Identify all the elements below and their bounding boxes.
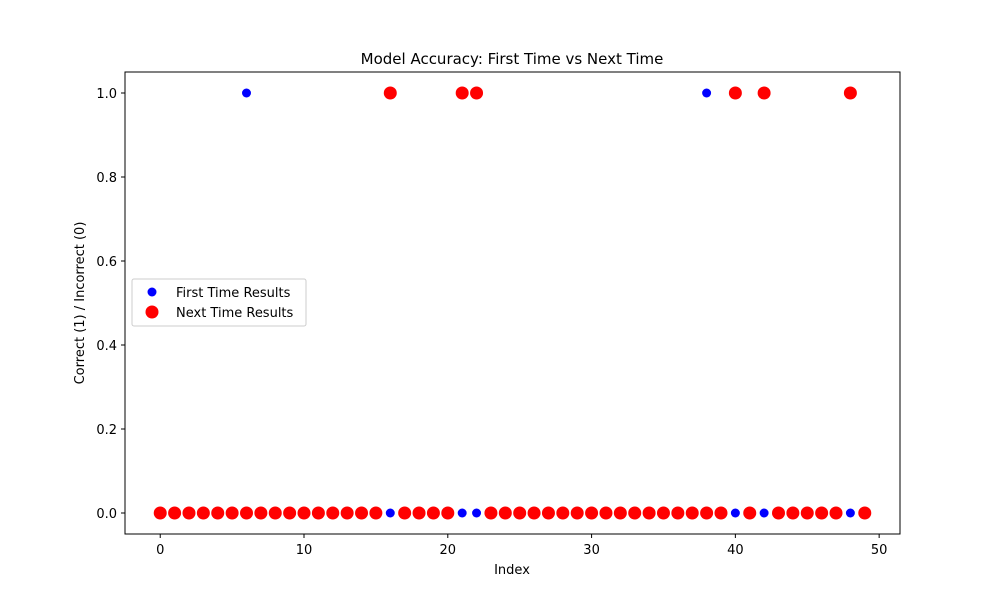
next-time-point — [714, 506, 728, 520]
x-tick-label: 40 — [727, 543, 744, 558]
next-time-point — [671, 506, 685, 520]
next-time-point — [728, 86, 742, 100]
next-time-point — [642, 506, 656, 520]
next-time-point — [513, 506, 527, 520]
next-time-point — [757, 86, 771, 100]
next-time-point — [843, 86, 857, 100]
first-time-point — [385, 508, 395, 518]
next-time-point — [700, 506, 714, 520]
next-time-point — [182, 506, 196, 520]
next-time-point — [196, 506, 210, 520]
first-time-point — [242, 88, 251, 98]
legend: First Time Results Next Time Results — [131, 278, 307, 327]
next-time-point — [326, 506, 340, 520]
x-tick-label: 20 — [440, 543, 457, 558]
chart-title: Model Accuracy: First Time vs Next Time — [361, 50, 664, 68]
next-time-point — [470, 86, 484, 100]
legend-label-next-time: Next Time Results — [176, 306, 294, 321]
next-time-point — [815, 506, 829, 520]
legend-marker-next-time — [145, 305, 159, 319]
next-time-point — [498, 506, 512, 520]
next-time-point — [585, 506, 599, 520]
x-tick-label: 50 — [871, 543, 888, 558]
next-time-point — [225, 506, 239, 520]
next-time-point — [800, 506, 814, 520]
data-points — [153, 86, 872, 520]
next-time-point — [369, 506, 383, 520]
next-time-point — [556, 506, 570, 520]
next-time-point — [829, 506, 843, 520]
next-time-point — [254, 506, 268, 520]
legend-label-first-time: First Time Results — [176, 286, 291, 301]
legend-box — [131, 278, 307, 327]
next-time-point — [426, 506, 440, 520]
first-time-point — [845, 508, 855, 518]
next-time-point — [340, 506, 354, 520]
y-tick-label: 0.2 — [96, 423, 117, 438]
next-time-point — [786, 506, 800, 520]
next-time-point — [283, 506, 297, 520]
next-time-point — [541, 506, 555, 520]
next-time-point — [772, 506, 785, 520]
next-time-point — [268, 506, 282, 520]
first-time-point — [702, 88, 712, 98]
next-time-point — [153, 506, 167, 520]
next-time-point — [743, 506, 757, 520]
first-time-point — [730, 508, 740, 518]
legend-marker-first-time — [147, 287, 157, 297]
next-time-point — [455, 86, 469, 100]
next-time-point — [441, 506, 455, 520]
first-time-point — [759, 508, 769, 518]
first-time-point — [472, 508, 482, 518]
next-time-point — [355, 506, 369, 520]
next-time-point — [570, 506, 584, 520]
next-time-point — [383, 86, 397, 100]
next-time-point — [484, 506, 498, 520]
next-time-point — [297, 506, 311, 520]
x-tick-label: 30 — [583, 543, 600, 558]
next-time-point — [858, 506, 872, 520]
next-time-point — [168, 506, 182, 520]
x-tick-label: 10 — [296, 543, 313, 558]
next-time-point — [599, 506, 613, 520]
y-axis-label: Correct (1) / Incorrect (0) — [73, 222, 88, 385]
next-time-point — [412, 506, 426, 520]
x-axis-label: Index — [494, 563, 530, 578]
first-time-point — [457, 508, 467, 518]
next-time-point — [613, 506, 627, 520]
plot-frame — [124, 71, 901, 535]
next-time-point — [398, 506, 412, 520]
next-time-point — [211, 506, 225, 520]
y-tick-label: 0.8 — [96, 171, 117, 186]
y-tick-label: 0.6 — [96, 255, 117, 270]
next-time-point — [240, 506, 253, 520]
y-tick-label: 0.4 — [96, 339, 117, 354]
next-time-point — [628, 506, 642, 520]
next-time-point — [685, 506, 699, 520]
y-tick-label: 1.0 — [96, 87, 117, 102]
next-time-point — [311, 506, 325, 520]
next-time-point — [527, 506, 541, 520]
x-tick-label: 0 — [156, 543, 164, 558]
axis-ticks: 0 10 20 30 40 50 0.0 0.2 0.4 0.6 0.8 1.0 — [96, 87, 887, 558]
next-time-point — [656, 506, 670, 520]
y-tick-label: 0.0 — [96, 507, 117, 522]
